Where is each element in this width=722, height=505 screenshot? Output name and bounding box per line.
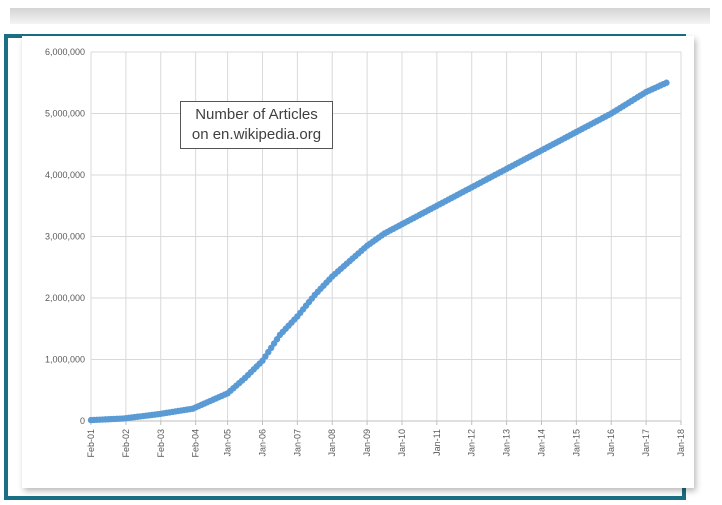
y-tick-label: 5,000,000	[45, 109, 85, 119]
y-tick-label: 2,000,000	[45, 293, 85, 303]
x-tick-label: Jan-08	[327, 429, 337, 457]
x-tick-label: Jan-05	[223, 429, 233, 457]
y-tick-label: 0	[80, 416, 85, 426]
x-tick-label: Feb-01	[86, 429, 96, 458]
x-tick-label: Jan-07	[292, 429, 302, 457]
chart-title-line-2: on en.wikipedia.org	[191, 126, 322, 143]
y-tick-label: 3,000,000	[45, 232, 85, 242]
top-shadow	[10, 8, 710, 24]
x-tick-label: Jan-15	[571, 429, 581, 457]
x-tick-label: Feb-02	[121, 429, 131, 458]
chart-title-line-1: Number of Articles	[195, 106, 318, 123]
y-tick-label: 6,000,000	[45, 47, 85, 57]
x-tick-label: Jan-11	[432, 429, 442, 456]
y-tick-label: 4,000,000	[45, 170, 85, 180]
x-tick-label: Jan-14	[536, 429, 546, 457]
x-tick-label: Jan-18	[676, 429, 686, 457]
x-tick-label: Jan-09	[362, 429, 372, 457]
x-tick-label: Feb-03	[156, 429, 166, 458]
x-tick-label: Jan-06	[257, 429, 267, 457]
x-tick-label: Feb-04	[191, 429, 201, 458]
y-tick-label: 1,000,000	[45, 355, 85, 365]
x-tick-label: Jan-16	[606, 429, 616, 457]
x-tick-label: Jan-17	[641, 429, 651, 457]
x-tick-label: Jan-10	[397, 429, 407, 457]
x-tick-label: Jan-13	[502, 429, 512, 457]
x-tick-label: Jan-12	[467, 429, 477, 457]
chart-panel	[22, 36, 694, 488]
data-point	[663, 79, 670, 86]
chart-title-box: Number of Articles on en.wikipedia.org	[180, 101, 333, 149]
